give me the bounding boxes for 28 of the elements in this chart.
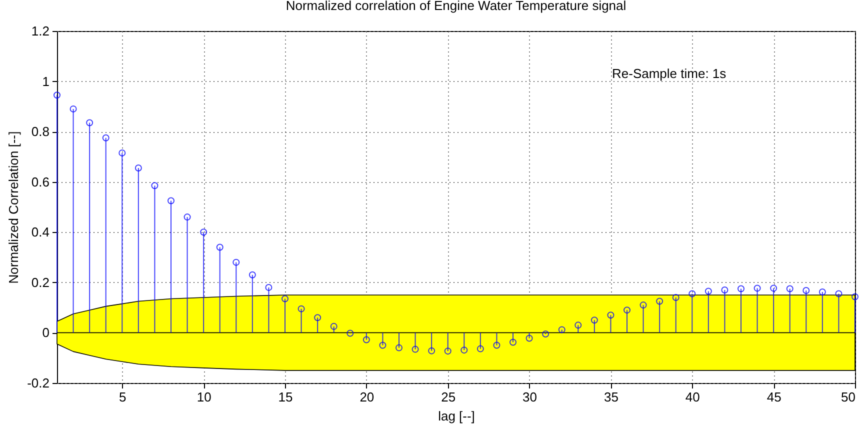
point: [330, 322, 338, 330]
x-tick-label: 5: [119, 390, 126, 404]
y-tick-label: -0.2: [27, 376, 50, 390]
point: [542, 330, 550, 338]
x-tick-label: 40: [685, 390, 700, 404]
x-axis-title: lag [--]: [438, 408, 475, 424]
y-tick-label: 0.6: [31, 174, 50, 190]
x-tick-label: 25: [441, 390, 456, 404]
point: [346, 330, 354, 337]
y-tick-label: 1.2: [31, 24, 50, 38]
point: [558, 326, 566, 334]
x-tick-label: 15: [278, 390, 293, 404]
x-tick-label: 30: [522, 390, 538, 404]
x-tick-label: 10: [196, 390, 212, 404]
y-tick-label: 0.4: [31, 224, 50, 240]
annotation: Re-Sample time: 1s: [612, 66, 727, 81]
point: [362, 336, 370, 344]
point: [526, 334, 533, 342]
y-axis-title: Normalized Correlation [--]: [6, 131, 22, 284]
x-tick-label: 20: [360, 390, 374, 404]
x-tick-label: 45: [766, 390, 782, 404]
x-tick-label: 35: [604, 390, 618, 404]
x-tick-label: 50: [841, 390, 856, 404]
y-tick-label: 0: [42, 325, 50, 340]
y-tick-label: 0.2: [31, 274, 50, 290]
chart-title: Normalized correlation of Engine Water Temperature signal: [286, 0, 626, 13]
y-tick-label: 0.8: [31, 124, 50, 140]
y-tick-label: 1: [42, 74, 50, 89]
